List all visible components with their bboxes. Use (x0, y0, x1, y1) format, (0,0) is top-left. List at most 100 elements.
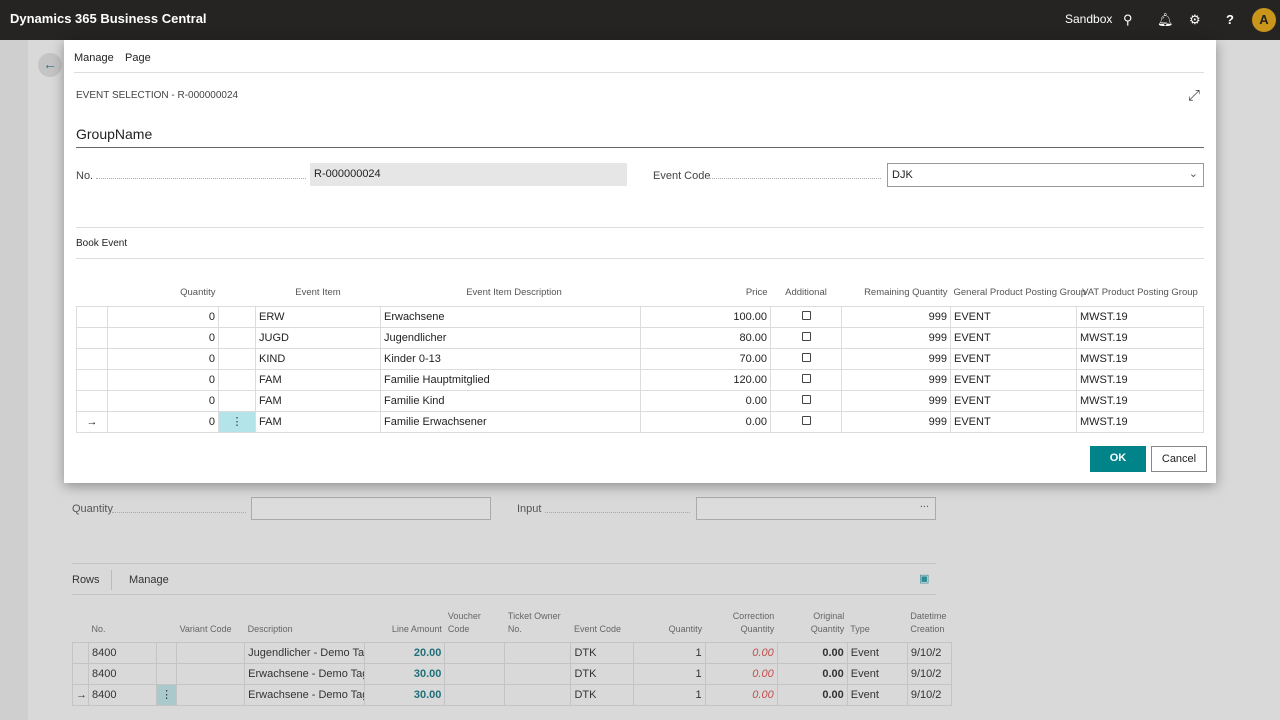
column-header[interactable]: Line Amount (391, 623, 442, 634)
row-menu-icon[interactable]: ⋮ (156, 683, 178, 706)
row-menu-cell[interactable] (218, 305, 256, 328)
event-code-select[interactable]: DJK ⌄ (887, 163, 1204, 187)
column-header[interactable]: Price (745, 287, 768, 299)
event-cell[interactable]: DTK (570, 641, 634, 664)
amount-cell[interactable]: 20.00 (364, 641, 446, 664)
row-indicator-arrow-icon[interactable]: → (76, 410, 108, 433)
voucher-cell[interactable] (444, 641, 506, 664)
orig-cell[interactable]: 0.00 (776, 641, 848, 664)
row-menu-cell[interactable] (218, 347, 256, 370)
voucher-cell[interactable] (444, 683, 506, 706)
quantity-cell[interactable]: 0 (107, 368, 219, 391)
desc-cell[interactable]: Erwachsene - Demo Tages... (244, 662, 366, 685)
cancel-button[interactable]: Cancel (1151, 446, 1207, 472)
checkbox[interactable] (801, 331, 811, 341)
price-cell[interactable]: 70.00 (640, 347, 771, 370)
search-icon[interactable]: ⚲ (1123, 12, 1133, 27)
no-cell[interactable]: 8400 (88, 683, 158, 706)
bell-icon[interactable]: 🔔︎ (1157, 12, 1174, 27)
additional-checkbox[interactable] (770, 389, 842, 412)
column-header[interactable]: Remaining Quantity (864, 287, 948, 299)
bg-quantity-field[interactable] (251, 497, 491, 520)
corr-cell[interactable]: 0.00 (704, 683, 778, 706)
event-item-cell[interactable]: JUGD (255, 326, 381, 349)
row-menu-cell[interactable] (218, 368, 256, 391)
column-header[interactable]: Description (247, 623, 293, 634)
event-cell[interactable]: DTK (570, 662, 634, 685)
description-cell[interactable]: Familie Erwachsener (380, 410, 641, 433)
tab-manage[interactable]: Manage (129, 574, 169, 586)
gen-posting-group-cell[interactable]: EVENT (950, 326, 1077, 349)
owner-cell[interactable] (504, 641, 572, 664)
no-cell[interactable]: 8400 (88, 641, 158, 664)
bg-input-field[interactable]: ... (696, 497, 936, 520)
orig-cell[interactable]: 0.00 (776, 683, 848, 706)
vat-posting-group-cell[interactable]: MWST.19 (1076, 368, 1204, 391)
ok-button[interactable]: OK (1090, 446, 1146, 472)
type-cell[interactable]: Event (846, 683, 908, 706)
owner-cell[interactable] (504, 683, 572, 706)
column-header[interactable]: Original Quantity (810, 610, 845, 634)
row-indicator[interactable] (71, 662, 90, 685)
vat-posting-group-cell[interactable]: MWST.19 (1076, 410, 1204, 433)
gen-posting-group-cell[interactable]: EVENT (950, 410, 1077, 433)
description-cell[interactable]: Jugendlicher (380, 326, 641, 349)
price-cell[interactable]: 100.00 (640, 305, 771, 328)
checkbox[interactable] (801, 394, 811, 404)
description-cell[interactable]: Kinder 0-13 (380, 347, 641, 370)
row-menu-cell[interactable] (156, 641, 178, 664)
additional-checkbox[interactable] (770, 410, 842, 433)
avatar[interactable]: A (1252, 8, 1276, 32)
event-item-cell[interactable]: FAM (255, 368, 381, 391)
corr-cell[interactable]: 0.00 (704, 641, 778, 664)
table-row[interactable]: 0 KIND Kinder 0-13 70.00 999 EVENT MWST.19 (76, 347, 1204, 370)
gen-posting-group-cell[interactable]: EVENT (950, 389, 1077, 412)
gen-posting-group-cell[interactable]: EVENT (950, 368, 1077, 391)
table-row[interactable]: →8400⋮ Erwachsene - Demo Tages...30.00 DTK… (71, 683, 953, 706)
variant-cell[interactable] (176, 641, 246, 664)
owner-cell[interactable] (504, 662, 572, 685)
column-header[interactable]: Variant Code (179, 623, 232, 634)
desc-cell[interactable]: Jugendlicher - Demo Tage... (244, 641, 366, 664)
vat-posting-group-cell[interactable]: MWST.19 (1076, 347, 1204, 370)
table-row[interactable]: 0 FAM Familie Hauptmitglied 120.00 999 EVENT M… (76, 368, 1204, 391)
additional-checkbox[interactable] (770, 347, 842, 370)
quantity-cell[interactable]: 0 (107, 347, 219, 370)
additional-checkbox[interactable] (770, 326, 842, 349)
voucher-cell[interactable] (444, 662, 506, 685)
row-indicator[interactable] (76, 326, 108, 349)
variant-cell[interactable] (176, 662, 246, 685)
row-indicator[interactable] (76, 389, 108, 412)
event-item-cell[interactable]: KIND (255, 347, 381, 370)
price-cell[interactable]: 0.00 (640, 389, 771, 412)
column-header[interactable]: No. (91, 623, 106, 634)
checkbox[interactable] (801, 415, 811, 425)
column-header[interactable]: Event Item Description (466, 287, 562, 299)
additional-checkbox[interactable] (770, 305, 842, 328)
type-cell[interactable]: Event (846, 662, 908, 685)
back-arrow-icon[interactable]: ← (38, 53, 62, 77)
column-header[interactable]: VAT Product Posting Group (1082, 287, 1198, 299)
amount-cell[interactable]: 30.00 (364, 662, 446, 685)
event-item-cell[interactable]: ERW (255, 305, 381, 328)
column-header[interactable]: Quantity (668, 623, 703, 634)
no-cell[interactable]: 8400 (88, 662, 158, 685)
menu-page[interactable]: Page (125, 52, 151, 64)
row-indicator[interactable] (71, 641, 90, 664)
vat-posting-group-cell[interactable]: MWST.19 (1076, 305, 1204, 328)
quantity-cell[interactable]: 0 (107, 305, 219, 328)
dt-cell[interactable]: 9/10/2 (906, 683, 953, 706)
collapse-icon[interactable]: ⤢ (1188, 87, 1201, 104)
column-header[interactable]: General Product Posting Group (953, 287, 1087, 299)
price-cell[interactable]: 120.00 (640, 368, 771, 391)
column-header[interactable]: Quantity (180, 287, 216, 299)
event-item-cell[interactable]: FAM (255, 389, 381, 412)
help-icon[interactable]: ? (1226, 12, 1234, 27)
tab-rows[interactable]: Rows (72, 574, 100, 586)
corr-cell[interactable]: 0.00 (704, 662, 778, 685)
table-row[interactable]: → 0 ⋮ FAM Familie Erwachsener 0.00 999 EVENT MWS… (76, 410, 1204, 433)
table-row[interactable]: 0 JUGD Jugendlicher 80.00 999 EVENT MWST.19 (76, 326, 1204, 349)
row-menu-cell[interactable] (218, 326, 256, 349)
vat-posting-group-cell[interactable]: MWST.19 (1076, 389, 1204, 412)
